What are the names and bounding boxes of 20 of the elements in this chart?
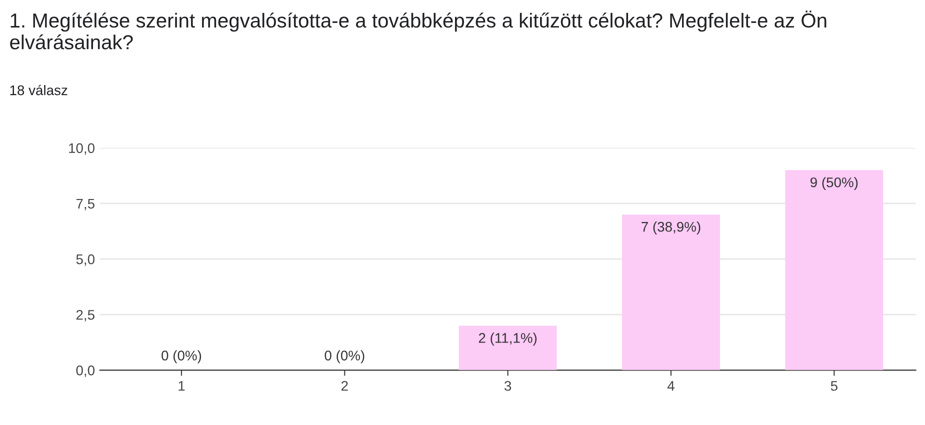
data-label: 2 (11,1%) (478, 332, 537, 346)
data-label: 9 (50%) (810, 177, 858, 190)
y-tick-label: 2,5 (76, 310, 94, 322)
y-tick-label: 7,5 (76, 198, 94, 210)
chart-title: 1. Megítélése szerint megvalósította-e a továbbképzés a kitűzött célokat? Megfelelt-e az Ön elvárásainak? (10, 10, 826, 50)
x-tick-label: 2 (341, 380, 348, 391)
x-tick-label: 3 (504, 380, 512, 391)
bar (622, 214, 720, 370)
chart-subtitle: 18 válasz (10, 84, 68, 96)
y-tick-label: 5,0 (76, 254, 94, 266)
bar (458, 326, 557, 370)
data-label: 0 (0%) (324, 350, 364, 364)
y-tick-label: 10,0 (69, 143, 94, 155)
data-label: 7 (38,9%) (642, 222, 700, 234)
x-tick-label: 1 (178, 381, 185, 391)
x-tick-label: 5 (830, 381, 838, 391)
y-tick-label: 0,0 (76, 366, 94, 377)
data-label: 0 (0%) (162, 350, 202, 364)
bar (785, 170, 884, 370)
x-tick-label: 4 (667, 381, 674, 391)
